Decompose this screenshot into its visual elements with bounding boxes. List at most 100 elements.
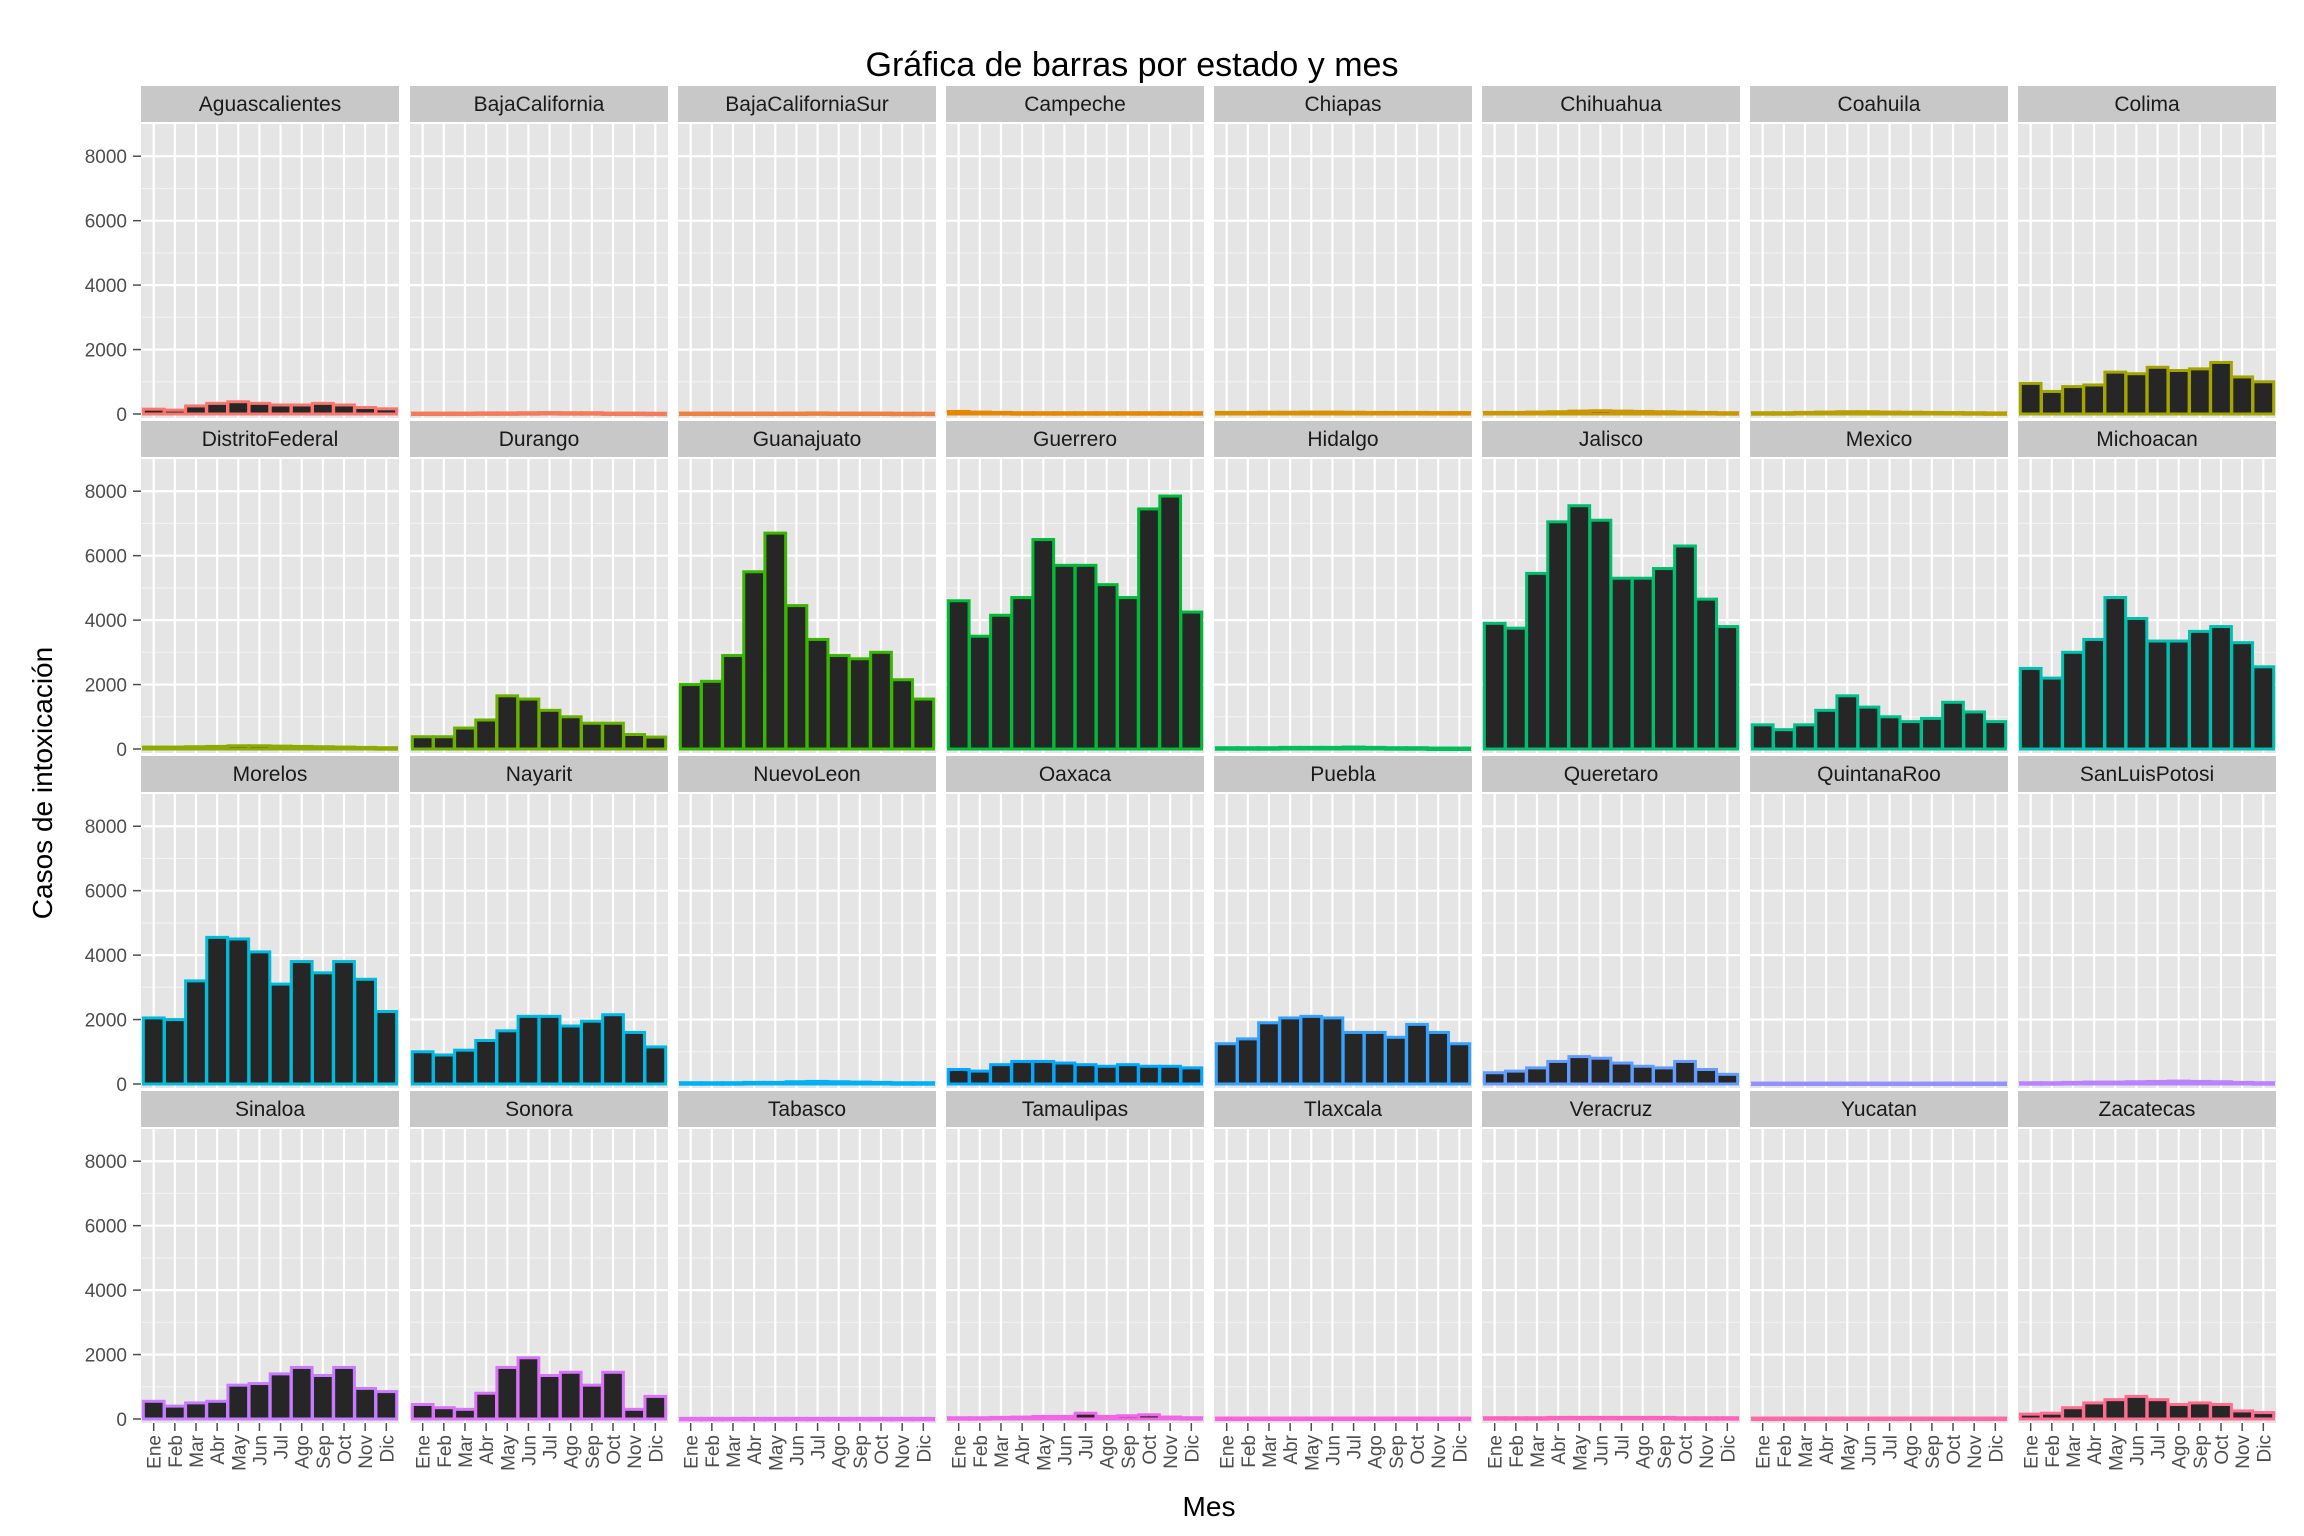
facet-panel: Tamaulipas Ene Feb Mar Abr May Jun Jul Ago Sep Oct… xyxy=(946,1091,1204,1471)
x-tick-label: Sep xyxy=(1387,1435,1408,1469)
bar xyxy=(1814,708,1838,751)
bar xyxy=(678,1416,703,1422)
bar xyxy=(1835,1416,1860,1422)
bar xyxy=(1384,746,1408,751)
facet-strip xyxy=(678,756,936,792)
x-tick-label: Oct xyxy=(1140,1434,1161,1464)
x-tick-label: Ago xyxy=(1902,1435,1923,1469)
bar xyxy=(1341,410,1366,416)
bar xyxy=(848,657,872,751)
bar xyxy=(1137,1064,1161,1086)
bar xyxy=(2230,1080,2255,1086)
bar xyxy=(2145,1398,2170,1421)
bar xyxy=(431,411,456,417)
bar xyxy=(1673,1416,1697,1421)
bar xyxy=(1278,1416,1302,1422)
bar xyxy=(1835,694,1860,751)
bar xyxy=(1503,1416,1528,1421)
bar xyxy=(1073,563,1098,751)
bar xyxy=(1362,745,1387,751)
y-tick-label: 2000 xyxy=(85,341,127,362)
bar xyxy=(1447,1416,1472,1422)
bar xyxy=(1031,411,1056,416)
bar xyxy=(141,1016,166,1086)
facet-strip-label: Aguascalientes xyxy=(199,93,341,116)
bar xyxy=(2145,639,2170,751)
bar xyxy=(1447,1042,1472,1086)
bar xyxy=(622,411,647,417)
facet-strip-label: Michoacan xyxy=(2096,428,2198,451)
facet-strip xyxy=(678,421,936,457)
x-tick-label: Abr xyxy=(1817,1434,1838,1464)
bar xyxy=(1588,1415,1613,1421)
x-tick-label: Nov xyxy=(1965,1435,1986,1469)
facet-panel: Jalisco xyxy=(1482,421,1740,753)
x-tick-label: Jun xyxy=(1591,1435,1612,1466)
facet-strip xyxy=(141,1091,399,1127)
bar xyxy=(353,977,378,1086)
facet-strip-label: DistritoFederal xyxy=(202,428,339,451)
bar xyxy=(1405,746,1429,751)
bar xyxy=(946,599,971,751)
bar xyxy=(601,721,625,751)
bar xyxy=(1652,1415,1676,1421)
x-tick-label: Dic xyxy=(1182,1435,1203,1462)
x-tick-label: Jun xyxy=(2127,1435,2148,1466)
bar xyxy=(1771,411,1796,416)
bar xyxy=(1920,1081,1944,1087)
facet-strip xyxy=(2018,421,2276,457)
bar xyxy=(1094,1414,1119,1421)
facet-strip xyxy=(1214,1091,1472,1127)
bar xyxy=(1715,411,1740,416)
bar xyxy=(699,411,724,417)
x-tick-label: Jul xyxy=(1881,1435,1902,1459)
facet-strip-label: Hidalgo xyxy=(1307,428,1378,451)
bar xyxy=(247,744,272,751)
facet-strip xyxy=(946,421,1204,457)
bar xyxy=(1341,745,1366,751)
x-tick-label: Abr xyxy=(208,1434,229,1464)
panel-background xyxy=(141,124,399,418)
panel-background xyxy=(946,124,1204,418)
y-tick-label: 0 xyxy=(116,1075,127,1096)
bar xyxy=(184,1401,208,1421)
bar xyxy=(911,411,936,417)
bar xyxy=(1116,1414,1140,1421)
bar xyxy=(2209,360,2233,416)
facet-panel: Sonora Ene Feb Mar Abr May Jun Jul Ago Sep Oct Nov D… xyxy=(410,1091,668,1471)
facet-panel: BajaCalifornia xyxy=(410,86,668,418)
x-tick-label: Feb xyxy=(971,1435,992,1468)
bar xyxy=(1856,1081,1881,1087)
bar xyxy=(989,1415,1013,1421)
facet-strip xyxy=(1482,86,1740,122)
bar xyxy=(289,1365,314,1421)
facet-strip-label: Campeche xyxy=(1024,93,1126,116)
bar xyxy=(946,1068,971,1086)
x-tick-label: Nov xyxy=(1429,1435,1450,1469)
bar xyxy=(311,1374,335,1421)
facet-panel: Durango xyxy=(410,421,668,753)
bar xyxy=(1031,538,1056,751)
bar xyxy=(989,613,1013,751)
bar xyxy=(911,697,936,751)
panel-background xyxy=(410,124,668,418)
bar xyxy=(1920,410,1944,416)
bar xyxy=(1715,625,1740,751)
bar xyxy=(805,1079,830,1086)
bar xyxy=(2039,389,2064,416)
facet-strip-label: Chiapas xyxy=(1304,93,1381,116)
facet-strip-label: Veracruz xyxy=(1570,1098,1653,1121)
panel-background xyxy=(141,459,399,753)
x-tick-label: Sep xyxy=(1119,1435,1140,1469)
bar xyxy=(2188,1079,2212,1086)
facet-strip-label: Coahuila xyxy=(1838,93,1921,116)
panel-background xyxy=(2018,794,2276,1088)
bar xyxy=(141,745,166,751)
x-tick-label: Abr xyxy=(477,1434,498,1464)
bar xyxy=(431,1406,456,1421)
x-tick-label: Feb xyxy=(1775,1435,1796,1468)
bar xyxy=(184,979,208,1086)
bar xyxy=(353,406,378,416)
x-tick-label: Jul xyxy=(1613,1435,1634,1459)
facet-strip xyxy=(410,756,668,792)
